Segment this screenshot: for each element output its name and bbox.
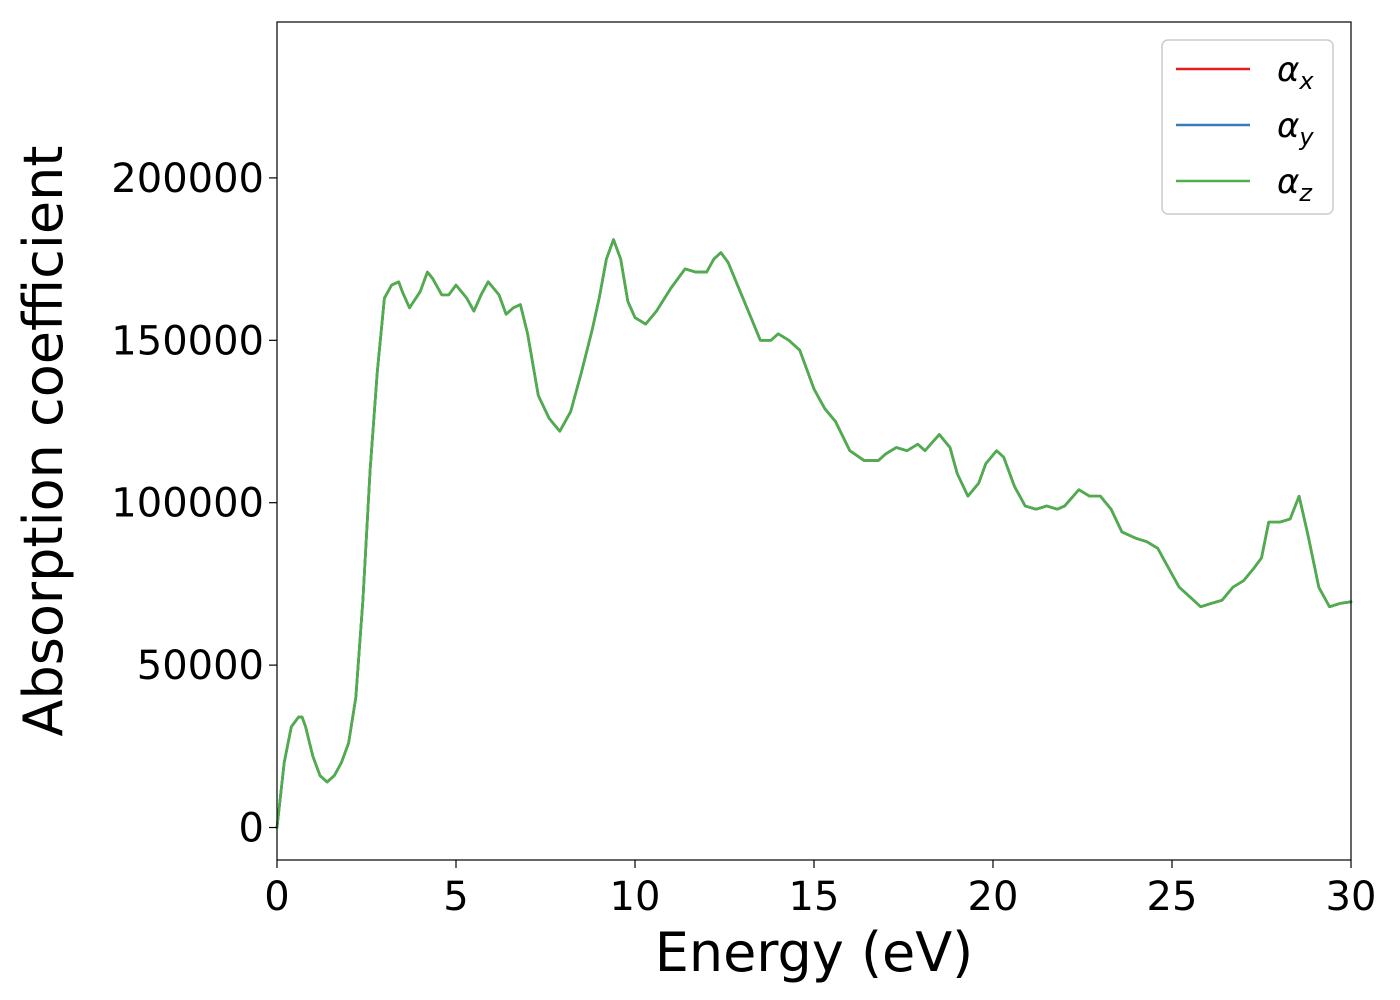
x-tick-label: 20 bbox=[968, 874, 1019, 920]
legend-symbol: α bbox=[1277, 162, 1299, 202]
x-axis: 0 5 10 15 20 25 30 bbox=[264, 860, 1376, 920]
y-tick-label: 0 bbox=[239, 806, 264, 852]
y-axis-title: Absorption coefficient bbox=[12, 146, 75, 737]
x-tick-label: 10 bbox=[610, 874, 661, 920]
legend-label-alpha-x: αx bbox=[1277, 50, 1314, 95]
legend-box bbox=[1161, 39, 1334, 215]
y-tick-label: 150000 bbox=[111, 318, 264, 364]
legend-symbol: α bbox=[1277, 106, 1299, 146]
legend-subscript: z bbox=[1298, 179, 1313, 207]
legend-label-alpha-y: αy bbox=[1277, 106, 1314, 151]
series-layer bbox=[275, 238, 1353, 829]
x-tick-label: 0 bbox=[264, 874, 289, 920]
legend-subscript: x bbox=[1298, 67, 1314, 95]
x-tick-label: 5 bbox=[443, 874, 468, 920]
x-tick-label: 15 bbox=[789, 874, 840, 920]
x-tick-label: 25 bbox=[1147, 874, 1198, 920]
series-line-alpha-z bbox=[275, 238, 1353, 829]
legend-symbol: α bbox=[1277, 50, 1299, 90]
x-axis-title: Energy (eV) bbox=[655, 921, 974, 984]
legend-subscript: y bbox=[1298, 123, 1314, 151]
x-tick-label: 30 bbox=[1326, 874, 1377, 920]
y-axis: 0 50000 100000 150000 200000 bbox=[111, 156, 277, 852]
y-tick-label: 50000 bbox=[137, 643, 264, 689]
y-tick-label: 100000 bbox=[111, 481, 264, 527]
y-tick-label: 200000 bbox=[111, 156, 264, 202]
legend-label-alpha-z: αz bbox=[1277, 162, 1313, 207]
